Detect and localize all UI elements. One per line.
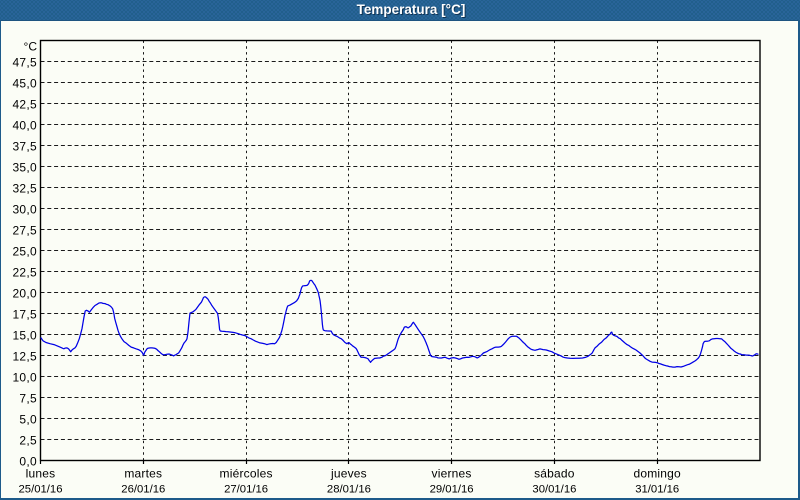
svg-text:47,5: 47,5	[12, 56, 37, 70]
svg-text:31/01/16: 31/01/16	[635, 484, 679, 496]
svg-text:°C: °C	[24, 40, 38, 54]
svg-text:27/01/16: 27/01/16	[224, 484, 268, 496]
svg-text:15,0: 15,0	[12, 329, 37, 343]
svg-text:7,5: 7,5	[19, 392, 37, 406]
svg-text:40,0: 40,0	[12, 119, 37, 133]
svg-text:lunes: lunes	[26, 467, 56, 481]
svg-text:27,5: 27,5	[12, 224, 37, 238]
svg-text:32,5: 32,5	[12, 182, 37, 196]
svg-text:30/01/16: 30/01/16	[532, 484, 576, 496]
svg-text:viernes: viernes	[432, 467, 472, 481]
svg-text:28/01/16: 28/01/16	[327, 484, 371, 496]
svg-text:2,5: 2,5	[19, 434, 37, 448]
svg-text:22,5: 22,5	[12, 266, 37, 280]
svg-text:30,0: 30,0	[12, 203, 37, 217]
svg-text:domingo: domingo	[633, 467, 681, 481]
svg-text:25/01/16: 25/01/16	[19, 484, 63, 496]
svg-text:5,0: 5,0	[19, 413, 37, 427]
svg-text:37,5: 37,5	[12, 140, 37, 154]
svg-text:25,0: 25,0	[12, 245, 37, 259]
svg-text:12,5: 12,5	[12, 350, 37, 364]
svg-text:29/01/16: 29/01/16	[430, 484, 474, 496]
svg-text:26/01/16: 26/01/16	[121, 484, 165, 496]
svg-text:miércoles: miércoles	[220, 467, 273, 481]
svg-text:42,5: 42,5	[12, 98, 37, 112]
svg-text:10,0: 10,0	[12, 371, 37, 385]
svg-text:martes: martes	[124, 467, 162, 481]
svg-text:20,0: 20,0	[12, 287, 37, 301]
svg-text:17,5: 17,5	[12, 308, 37, 322]
svg-text:jueves: jueves	[330, 467, 367, 481]
svg-text:sábado: sábado	[534, 467, 575, 481]
svg-text:45,0: 45,0	[12, 77, 37, 91]
svg-text:35,0: 35,0	[12, 161, 37, 175]
svg-text:0,0: 0,0	[19, 455, 37, 469]
